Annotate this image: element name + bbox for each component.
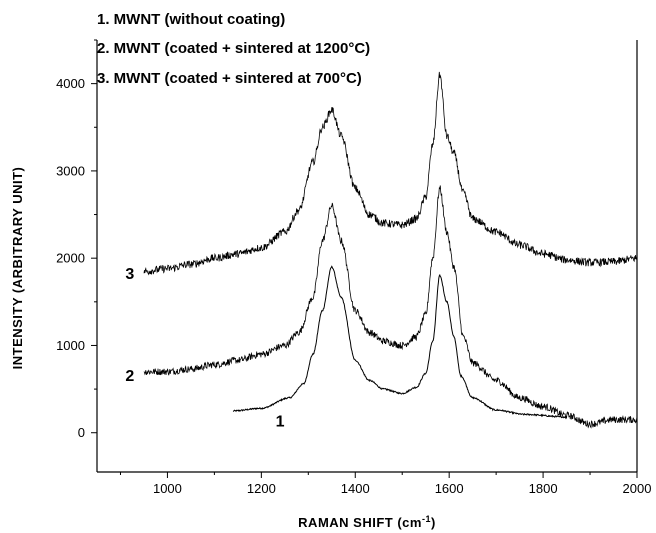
series-label-1: 1 <box>276 414 285 431</box>
series-labels: 1 2 3 <box>125 266 284 430</box>
x-tick-label: 1200 <box>247 481 276 496</box>
x-axis-title: RAMAN SHIFT (cm-1) <box>298 514 436 530</box>
y-tick-label: 2000 <box>56 251 85 266</box>
x-tick-label: 1600 <box>435 481 464 496</box>
y-ticks: 0 1000 2000 3000 4000 <box>56 39 97 440</box>
y-axis-title: INTENSITY (ARBITRARY UNIT) <box>10 167 25 370</box>
plot-area <box>143 71 638 429</box>
axes: 1000 1200 1400 1600 1800 2000 0 1000 2000 3000 40… <box>56 39 652 496</box>
series-line-3 <box>143 71 638 276</box>
series-line-2 <box>143 185 638 429</box>
y-tick-label: 4000 <box>56 76 85 91</box>
y-tick-label: 3000 <box>56 163 85 178</box>
x-ticks: 1000 1200 1400 1600 1800 2000 <box>119 472 652 496</box>
legend-entry-2: 2. MWNT (coated + sintered at 1200°C) <box>97 40 370 57</box>
y-tick-label: 1000 <box>56 338 85 353</box>
x-tick-label: 1400 <box>341 481 370 496</box>
legend-entry-3: 3. MWNT (coated + sintered at 700°C) <box>97 70 362 87</box>
x-tick-label: 2000 <box>623 481 652 496</box>
x-tick-label: 1000 <box>153 481 182 496</box>
series-label-2: 2 <box>125 368 134 385</box>
legend-entry-1: 1. MWNT (without coating) <box>97 11 285 28</box>
y-tick-label: 0 <box>78 425 85 440</box>
legend: 1. MWNT (without coating) 2. MWNT (coate… <box>97 11 370 87</box>
x-tick-label: 1800 <box>529 481 558 496</box>
series-label-3: 3 <box>125 266 134 283</box>
series-line-1 <box>232 265 568 419</box>
